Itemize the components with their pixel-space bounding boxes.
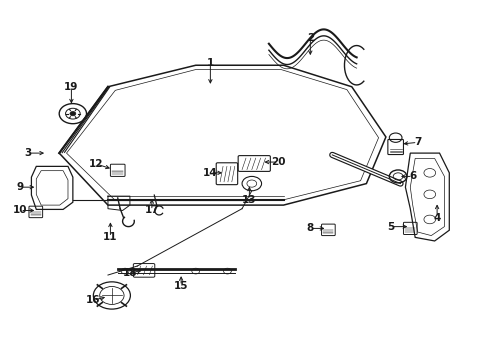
Text: 13: 13: [242, 195, 256, 205]
Circle shape: [70, 112, 76, 116]
Text: 11: 11: [103, 232, 118, 242]
Text: 10: 10: [13, 206, 27, 216]
Text: 5: 5: [386, 222, 394, 231]
Text: 9: 9: [17, 182, 24, 192]
Text: 14: 14: [203, 168, 217, 178]
Text: 8: 8: [306, 224, 313, 233]
Text: 3: 3: [24, 148, 31, 158]
Text: 15: 15: [174, 281, 188, 291]
Text: 4: 4: [432, 213, 440, 222]
Text: 1: 1: [206, 58, 214, 68]
Text: 6: 6: [408, 171, 415, 181]
Text: 7: 7: [413, 138, 421, 147]
Text: 19: 19: [64, 82, 79, 92]
Text: 20: 20: [271, 157, 285, 167]
Text: 2: 2: [306, 33, 313, 43]
Text: 16: 16: [86, 295, 101, 305]
Text: 18: 18: [122, 268, 137, 278]
Text: 17: 17: [144, 206, 159, 216]
Text: 12: 12: [88, 159, 103, 169]
